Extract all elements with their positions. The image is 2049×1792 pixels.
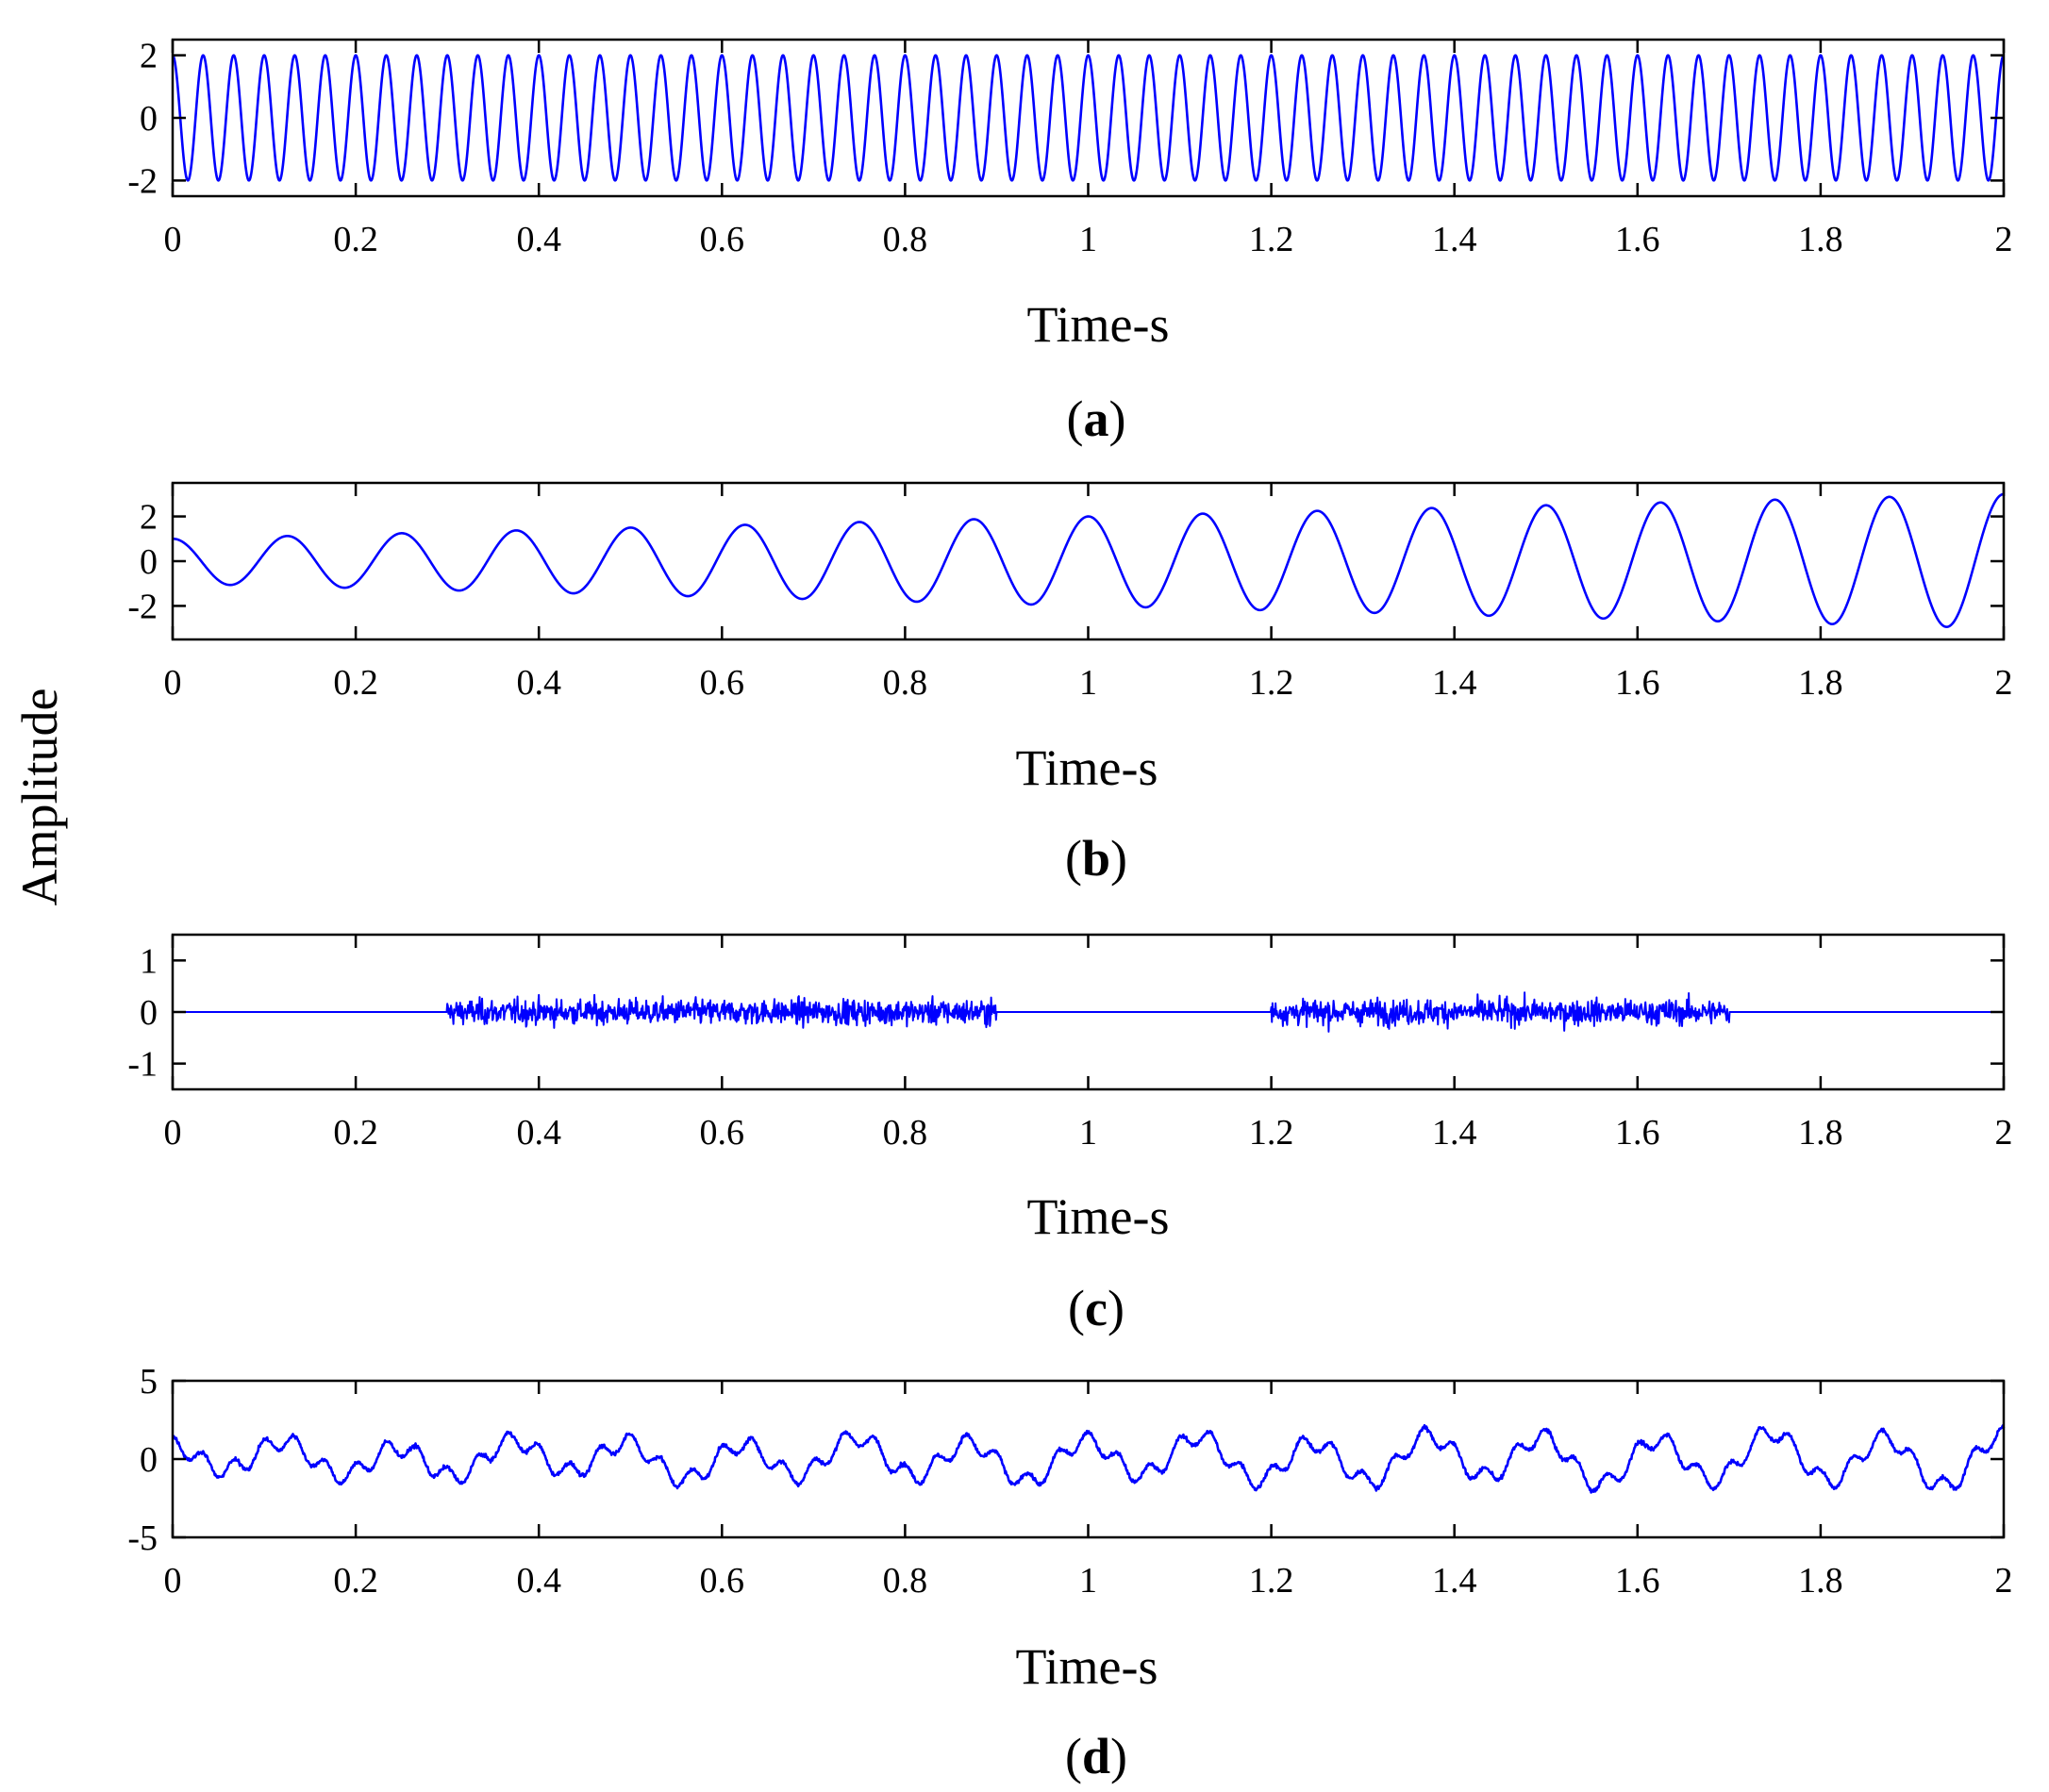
y-tick-label: -5 [127, 1518, 158, 1558]
x-tick-label: 1.2 [1249, 1561, 1294, 1601]
plot-frame [171, 38, 2006, 198]
x-tick-label: 1.8 [1798, 1113, 1843, 1153]
x-tick-label: 0.6 [700, 1561, 745, 1601]
x-tick-labels: 0 0.2 0.4 0.6 0.8 1 1.2 1.4 1.6 1.8 2 [164, 1561, 2013, 1601]
x-tick-label: 1.2 [1249, 663, 1294, 703]
x-tick-label: 1.2 [1249, 1113, 1294, 1153]
x-tick-labels: 0 0.2 0.4 0.6 0.8 1 1.2 1.4 1.6 1.8 2 [164, 1113, 2013, 1153]
x-tick-label: 1.8 [1798, 1561, 1843, 1601]
axis-ticks [171, 40, 2006, 196]
y-tick-label: -1 [127, 1045, 158, 1085]
x-tick-labels: 0 0.2 0.4 0.6 0.8 1 1.2 1.4 1.6 1.8 2 [164, 220, 2013, 259]
axis-ticks [171, 1379, 2006, 1539]
x-tick-label: 1.4 [1432, 663, 1477, 703]
x-axis-title: Time-s [1015, 739, 1158, 796]
x-tick-label: 0.4 [516, 1113, 561, 1153]
y-tick-label: 0 [140, 1440, 158, 1480]
x-tick-label: 0.2 [333, 663, 378, 703]
x-tick-label: 1.2 [1249, 220, 1294, 259]
x-tick-label: 0.4 [516, 220, 561, 259]
signal-path [171, 1423, 2006, 1494]
signal-line [172, 54, 2005, 182]
figure-ylabel: Amplitude [11, 689, 68, 906]
signal-path [172, 54, 2005, 182]
panel-b: 0 0.2 0.4 0.6 0.8 1 1.2 1.4 1.6 1.8 2 -202 Time-s … [127, 481, 2013, 887]
x-tick-label: 1.6 [1615, 663, 1660, 703]
panel-letter: b [1082, 830, 1110, 887]
x-tick-label: 0.4 [516, 1561, 561, 1601]
x-tick-label: 1.4 [1432, 1113, 1477, 1153]
y-tick-label: 2 [140, 498, 158, 538]
y-tick-labels: -2 0 2 [127, 37, 158, 202]
x-tick-label: 1.4 [1432, 1561, 1477, 1601]
x-tick-label: 0.8 [883, 1561, 928, 1601]
signal-path [172, 492, 2005, 628]
x-tick-label: 0.8 [883, 663, 928, 703]
y-tick-label: 2 [140, 37, 158, 76]
x-axis-title: Time-s [1026, 296, 1169, 353]
x-tick-label: 0 [164, 663, 182, 703]
x-tick-label: 1.8 [1798, 663, 1843, 703]
panel-label: (c) [1068, 1280, 1124, 1336]
signal-line [171, 1423, 2006, 1494]
x-tick-label: 0.2 [333, 1113, 378, 1153]
x-tick-label: 0.4 [516, 663, 561, 703]
x-tick-label: 0 [164, 1561, 182, 1601]
x-tick-label: 2 [1995, 220, 2013, 259]
x-tick-label: 0.6 [700, 1113, 745, 1153]
x-tick-label: 0.6 [700, 220, 745, 259]
y-tick-labels: -5 0 5 [127, 1362, 158, 1558]
signal-line [172, 991, 2005, 1033]
x-tick-label: 0.8 [883, 1113, 928, 1153]
signal-line [172, 492, 2005, 628]
panel-c: 0 0.2 0.4 0.6 0.8 1 1.2 1.4 1.6 1.8 2 -101 Time-s … [127, 933, 2013, 1336]
y-tick-label: 0 [140, 542, 158, 582]
x-axis-title: Time-s [1015, 1638, 1158, 1695]
y-tick-label: 0 [140, 99, 158, 139]
panel-letter: a [1084, 390, 1109, 447]
panel-label: (d) [1065, 1728, 1127, 1784]
x-tick-labels: 0 0.2 0.4 0.6 0.8 1 1.2 1.4 1.6 1.8 2 [164, 663, 2013, 703]
x-tick-label: 0 [164, 220, 182, 259]
y-tick-label: 5 [140, 1362, 158, 1402]
x-tick-label: 2 [1995, 1113, 2013, 1153]
y-tick-label: -2 [127, 587, 158, 626]
x-tick-label: 2 [1995, 1561, 2013, 1601]
x-tick-label: 1.4 [1432, 220, 1477, 259]
panel-label: (b) [1065, 830, 1127, 887]
x-tick-label: 0 [164, 1113, 182, 1153]
x-tick-label: 1.8 [1798, 220, 1843, 259]
axis-ticks [171, 483, 2006, 639]
x-tick-label: 1 [1079, 1113, 1097, 1153]
x-tick-label: 1 [1079, 663, 1097, 703]
plot-frame [171, 1379, 2006, 1539]
y-tick-label: 1 [140, 941, 158, 981]
x-tick-label: 0.2 [333, 1561, 378, 1601]
plot-frame [171, 481, 2006, 641]
panel-letter: d [1082, 1728, 1110, 1784]
x-tick-label: 0.8 [883, 220, 928, 259]
axis-ticks [171, 935, 2006, 1089]
x-tick-label: 1.6 [1615, 220, 1660, 259]
y-tick-labels: -1 0 1 [127, 941, 158, 1084]
x-tick-label: 1 [1079, 1561, 1097, 1601]
x-tick-label: 0.2 [333, 220, 378, 259]
y-tick-label: 0 [140, 993, 158, 1033]
y-tick-labels: -2 02 [127, 498, 158, 627]
panel-d: 0 0.2 0.4 0.6 0.8 1 1.2 1.4 1.6 1.8 2 -505 Time-s … [127, 1362, 2012, 1784]
x-tick-label: 1.6 [1615, 1561, 1660, 1601]
x-tick-label: 0.6 [700, 663, 745, 703]
x-tick-label: 1 [1079, 220, 1097, 259]
y-tick-label: -2 [127, 161, 158, 201]
panel-label: (a) [1067, 390, 1126, 447]
x-tick-label: 1.6 [1615, 1113, 1660, 1153]
signal-path [172, 991, 2005, 1033]
x-tick-label: 2 [1995, 663, 2013, 703]
panel-a: 0 0.2 0.4 0.6 0.8 1 1.2 1.4 1.6 1.8 2 -202 Time-s … [127, 37, 2012, 447]
x-axis-title: Time-s [1026, 1188, 1169, 1245]
panel-letter: c [1085, 1280, 1108, 1336]
